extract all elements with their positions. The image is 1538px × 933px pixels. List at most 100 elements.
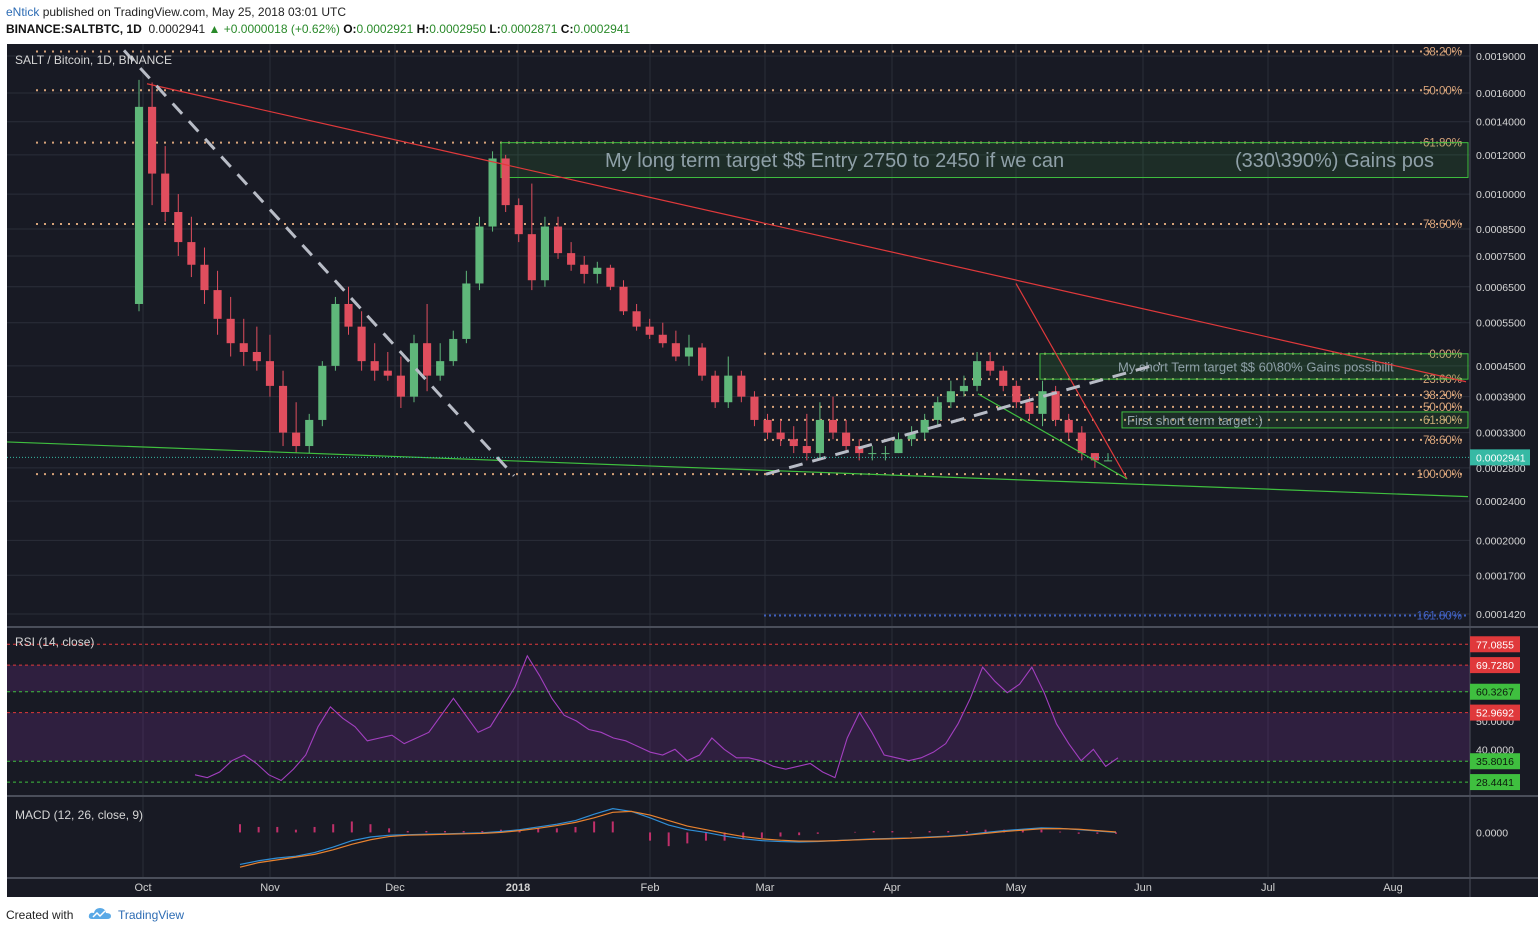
candle-body: [226, 318, 235, 344]
rsi-band-lower: [7, 712, 1470, 762]
time-tick-label: Nov: [260, 882, 280, 894]
time-tick-label: Mar: [756, 882, 775, 894]
candle-body: [619, 286, 628, 312]
rsi-level-tag-label: 77.0855: [1476, 639, 1514, 651]
publish-line: eNtick published on TradingView.com, May…: [6, 5, 346, 19]
candle-body: [318, 365, 327, 420]
price-tick-label: 0.0004500: [1476, 361, 1526, 373]
candle-body: [986, 361, 995, 371]
candle-body: [1064, 419, 1073, 433]
price-pane-title: SALT / Bitcoin, 1D, BINANCE: [15, 53, 172, 67]
candle-body: [632, 311, 641, 327]
candle-body: [344, 303, 353, 327]
tradingview-link[interactable]: TradingView: [118, 908, 185, 922]
rsi-level-tag-label: 28.4441: [1476, 777, 1514, 789]
price-tick-label: 0.0003300: [1476, 428, 1526, 440]
candle-body: [711, 375, 720, 403]
candle-body: [292, 432, 301, 447]
candle-body: [999, 370, 1008, 386]
high-label: H:: [416, 22, 430, 36]
price-tick-label: 0.0007500: [1476, 251, 1526, 263]
price-pane: 38.20%50.00%61.80%78.60%100.00%0.00%23.6…: [6, 47, 1470, 623]
rsi-level-tag-label: 52.9692: [1476, 708, 1514, 720]
time-tick-label: Apr: [883, 882, 900, 894]
candle-body: [684, 347, 694, 357]
last-price-tag: [1470, 449, 1530, 466]
high-value: 0.0002950: [429, 22, 487, 36]
time-tick-label: Dec: [385, 882, 405, 894]
macd-pane-title: MACD (12, 26, close, 9): [15, 808, 143, 822]
fib-level-label: 78.60%: [1423, 435, 1462, 447]
rsi-pane: [7, 643, 1470, 783]
red-downtrend-line: [146, 83, 1467, 383]
candle-body: [1038, 391, 1047, 414]
candle-body: [148, 106, 157, 174]
created-with-text: Created with: [6, 908, 74, 922]
price-tick-label: 0.0008500: [1476, 224, 1526, 236]
candle-body: [842, 432, 851, 447]
macd-pane: [239, 808, 1117, 868]
candle-body: [855, 446, 864, 454]
fib-level-label: 38.20%: [1423, 47, 1462, 59]
fib-level-label: 50.00%: [1423, 402, 1462, 414]
last-price: 0.0002941: [148, 22, 206, 36]
candle-body: [514, 205, 523, 235]
candle-body: [134, 106, 144, 304]
price-tick-label: 0.0001420: [1476, 609, 1526, 621]
candle-body: [645, 326, 654, 335]
rsi-level-tag: [1470, 636, 1520, 653]
signal-line: [239, 810, 1117, 868]
fib-level-label: 161.80%: [1417, 611, 1462, 623]
rsi-band-upper: [7, 665, 1470, 692]
candle-body: [305, 419, 314, 447]
candle-body: [881, 453, 890, 455]
low-label: L:: [489, 22, 501, 36]
candle-body: [802, 446, 811, 454]
green-support-line: [6, 441, 1469, 498]
price-tick-label: 0.0016000: [1476, 88, 1526, 100]
grey-dashed-uptrend: [765, 362, 1161, 476]
grid: [7, 44, 1470, 877]
price-tick-label: 0.0001700: [1476, 570, 1526, 582]
symbol-label: BINANCE:SALTBTC, 1D: [6, 22, 142, 36]
candle-body: [475, 226, 484, 284]
low-value: 0.0002871: [500, 22, 558, 36]
candle-body: [658, 334, 667, 344]
candle-body: [383, 370, 392, 376]
candle-body: [580, 264, 589, 274]
fib-level-label: 0.00%: [1429, 349, 1462, 361]
candle-body: [724, 375, 733, 403]
first-short-target-text: First short term target :): [1127, 413, 1263, 428]
candle-body: [553, 226, 563, 254]
price-tick-label: 0.0002400: [1476, 496, 1526, 508]
candle-body: [698, 347, 707, 376]
rsi-level-tag-label: 35.8016: [1476, 756, 1514, 768]
price-tick-label: 0.0002800: [1476, 463, 1526, 475]
candle-body: [933, 402, 942, 420]
candle-body: [396, 375, 405, 397]
open-value: 0.0002921: [356, 22, 414, 36]
price-tick-label: 0.0006500: [1476, 282, 1526, 294]
candle-body: [213, 290, 222, 319]
fib-level-label: 38.20%: [1423, 390, 1462, 402]
close-value: 0.0002941: [573, 22, 631, 36]
chart-background: [7, 44, 1470, 897]
candle-body: [501, 158, 510, 206]
rsi-level-tag: [1470, 657, 1520, 674]
candle-body: [540, 226, 549, 281]
publish-header: eNtick published on TradingView.com, May…: [0, 0, 1538, 44]
open-label: O:: [343, 22, 357, 36]
candle-body: [370, 361, 379, 371]
rsi-pane-title: RSI (14, close): [15, 635, 94, 649]
fib-level-label: 61.80%: [1423, 138, 1462, 150]
author-link[interactable]: eNtick: [6, 5, 40, 19]
price-change: +0.0000018 (+0.62%): [223, 22, 340, 36]
candle-body: [671, 343, 680, 357]
candle-body: [907, 432, 916, 440]
published-text: published on TradingView.com, May 25, 20…: [42, 5, 346, 19]
candle-body: [1077, 432, 1086, 454]
candle-body: [239, 343, 248, 352]
price-tick-label: 0.0002000: [1476, 535, 1526, 547]
candle-body: [593, 267, 602, 274]
